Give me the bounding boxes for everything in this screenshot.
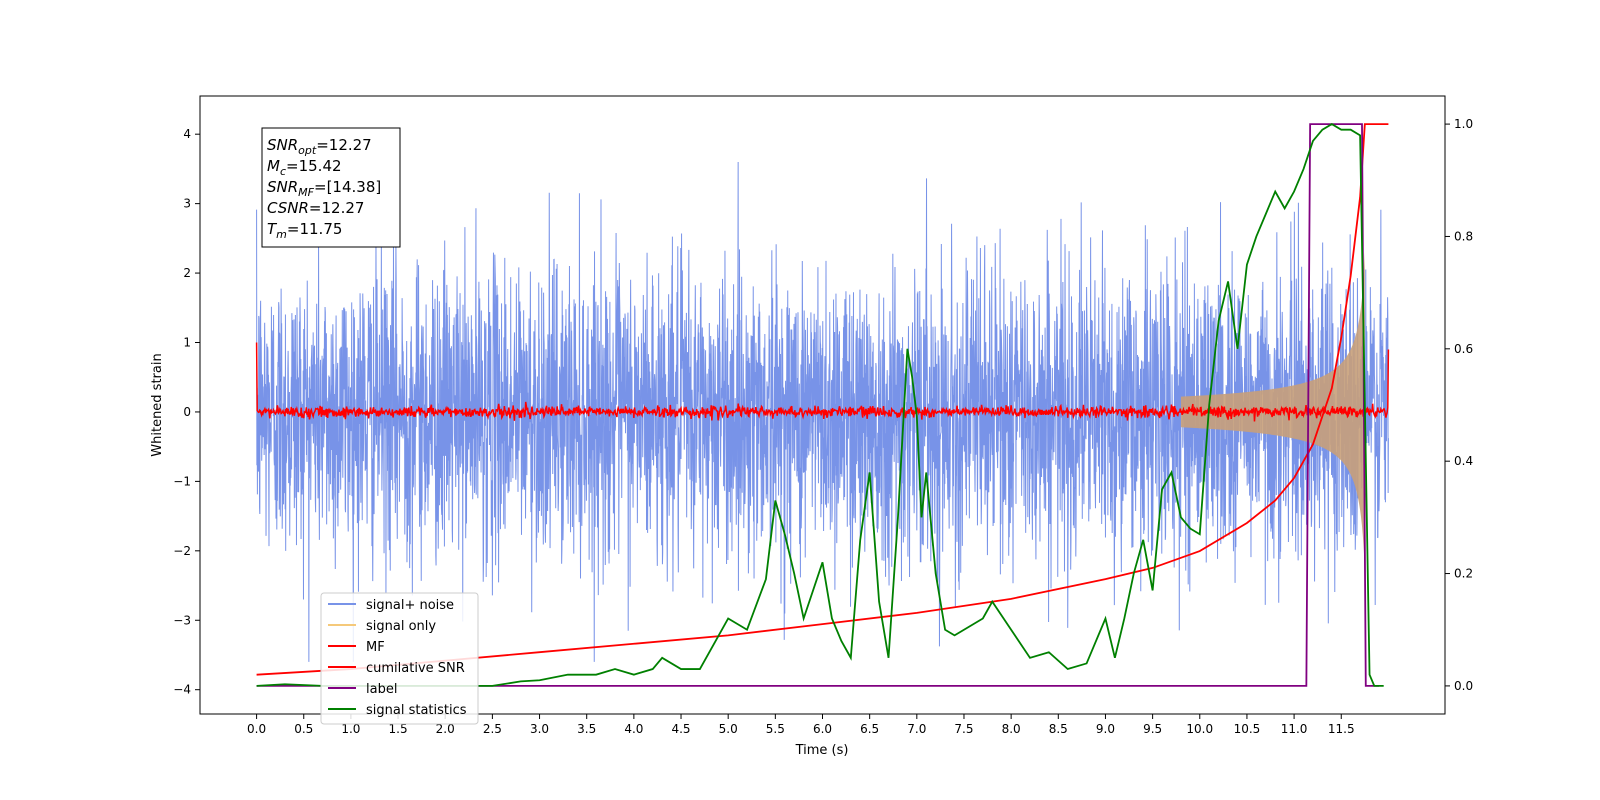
legend-frame xyxy=(320,592,479,725)
legend-label-cumulative-snr: cumilative SNR xyxy=(366,661,465,676)
legend-label-signal-statistics: signal statistics xyxy=(366,703,467,718)
x-tick-label: 1.0 xyxy=(341,722,360,736)
x-tick-label: 2.0 xyxy=(436,722,455,736)
axis-ticks: 0.0 0.5 1.0 1.5 2.0 2.5 3.0 3.5 4.0 4.5 5.0 5.5 6.0 6… xyxy=(173,117,1473,736)
plot-area xyxy=(255,123,1390,687)
info-mc: Mc=15.42 xyxy=(267,157,342,178)
y-tick-label: 2 xyxy=(183,266,191,280)
x-tick-label: 0.5 xyxy=(294,722,313,736)
x-tick-label: 0.0 xyxy=(247,722,266,736)
y-tick-label: −3 xyxy=(173,613,191,627)
legend-label-signal-only: signal only xyxy=(366,619,436,634)
x-tick-label: 3.5 xyxy=(577,722,596,736)
legend: signal+ noise signal only MF cumilative … xyxy=(320,592,479,725)
x-tick-label: 1.5 xyxy=(389,722,408,736)
y-tick-label: 0 xyxy=(183,405,191,419)
legend-label-mf: MF xyxy=(366,640,385,655)
x-tick-label: 4.5 xyxy=(671,722,690,736)
x-tick-label: 5.5 xyxy=(766,722,785,736)
x-tick-label: 8.5 xyxy=(1049,722,1068,736)
y-axis-label: Whitened strain xyxy=(150,353,165,456)
x-tick-label: 3.0 xyxy=(530,722,549,736)
x-axis-label: Time (s) xyxy=(795,743,849,758)
y2-tick-label: 0.8 xyxy=(1454,229,1473,243)
y-tick-label: 1 xyxy=(183,336,191,350)
series-mf xyxy=(255,342,1390,422)
x-tick-label: 7.0 xyxy=(907,722,926,736)
x-tick-label: 9.5 xyxy=(1143,722,1162,736)
x-tick-label: 7.5 xyxy=(954,722,973,736)
series-signal-statistics xyxy=(256,123,1384,687)
info-box-frame xyxy=(261,127,401,248)
x-tick-label: 11.0 xyxy=(1281,722,1308,736)
x-tick-label: 4.0 xyxy=(624,722,643,736)
y2-tick-label: 0.6 xyxy=(1454,342,1473,356)
x-tick-label: 9.0 xyxy=(1096,722,1115,736)
series-label xyxy=(256,123,1379,687)
info-snr-mf: SNRMF=[14.38] xyxy=(267,178,381,199)
y-tick-label: −2 xyxy=(173,544,191,558)
y-tick-label: 3 xyxy=(183,197,191,211)
x-tick-label: 10.5 xyxy=(1234,722,1261,736)
info-box: SNRopt=12.27 Mc=15.42 SNRMF=[14.38] CSNR… xyxy=(261,127,401,248)
info-snr-opt: SNRopt=12.27 xyxy=(267,136,372,157)
x-tick-label: 11.5 xyxy=(1328,722,1355,736)
x-tick-label: 5.0 xyxy=(719,722,738,736)
y2-tick-label: 0.2 xyxy=(1454,567,1473,581)
x-tick-label: 6.0 xyxy=(813,722,832,736)
y-tick-label: −4 xyxy=(173,683,191,697)
x-tick-label: 8.0 xyxy=(1002,722,1021,736)
info-csnr: CSNR=12.27 xyxy=(267,199,364,217)
x-tick-label: 2.5 xyxy=(483,722,502,736)
y2-tick-label: 1.0 xyxy=(1454,117,1473,131)
y2-tick-label: 0.4 xyxy=(1454,454,1473,468)
y2-tick-label: 0.0 xyxy=(1454,679,1473,693)
y-tick-label: 4 xyxy=(183,127,191,141)
legend-label-label: label xyxy=(366,682,397,697)
y-tick-label: −1 xyxy=(173,474,191,488)
x-tick-label: 10.0 xyxy=(1186,722,1213,736)
x-tick-label: 6.5 xyxy=(860,722,879,736)
info-tm: Tm=11.75 xyxy=(267,220,342,241)
legend-label-signal-noise: signal+ noise xyxy=(366,598,454,613)
